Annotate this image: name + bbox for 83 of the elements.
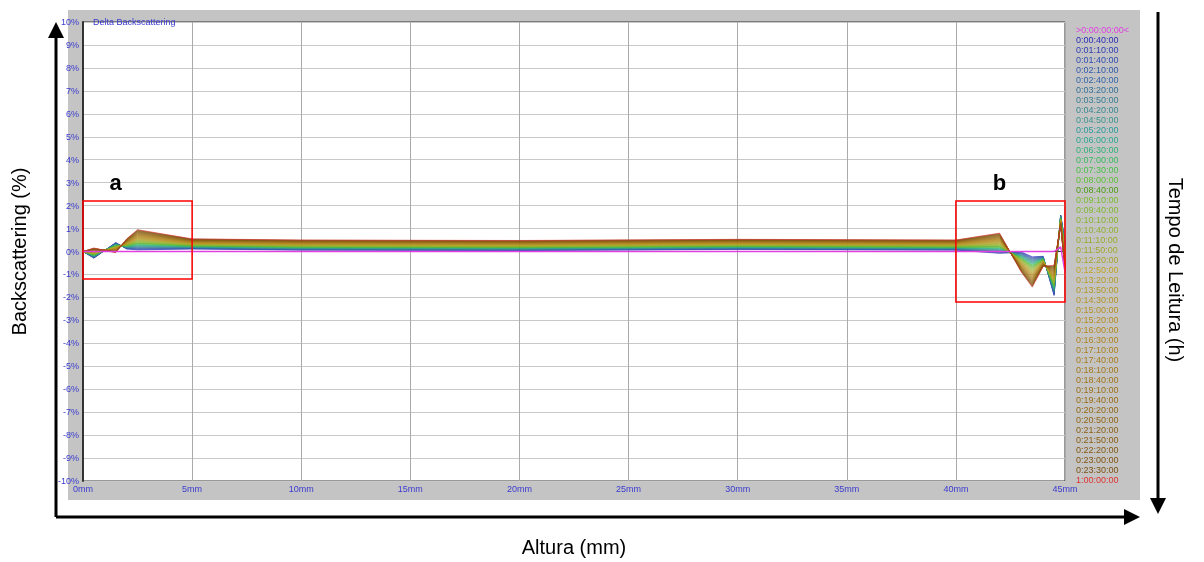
x-axis-title: Altura (mm): [521, 536, 627, 558]
text: 0:06:00:00: [1076, 135, 1119, 145]
series-label: 0:10:40:00: [1076, 225, 1119, 235]
text: 0:13:50:00: [1076, 285, 1119, 295]
x-tick-label: 30mm: [725, 483, 751, 494]
text: 0:04:50:00: [1076, 115, 1119, 125]
text: 0:03:50:00: [1076, 95, 1119, 105]
text: 0:21:50:00: [1076, 435, 1119, 445]
text: 0:01:40:00: [1076, 55, 1119, 65]
annotation: a: [109, 170, 123, 196]
series-label: 0:11:10:00: [1076, 235, 1118, 245]
text: 0:23:30:00: [1076, 465, 1119, 475]
y-tick-label: -2%: [62, 292, 79, 303]
text: 0:08:00:00: [1076, 175, 1119, 185]
y-tick-label: 3%: [65, 177, 79, 188]
y-tick-label: 0%: [65, 246, 79, 257]
x-tick-label: 35mm: [834, 483, 860, 494]
y-tick-label: 7%: [65, 85, 79, 96]
y-tick-label: -7%: [62, 407, 79, 418]
text: 0:19:10:00: [1076, 385, 1119, 395]
x-tick-label: 40mm: [943, 483, 969, 494]
y-tick-label: -9%: [62, 453, 79, 464]
text: 0:00:40:00: [1076, 35, 1119, 45]
text: 0:01:10:00: [1076, 45, 1119, 55]
text: 0:18:40:00: [1076, 375, 1119, 385]
text: 0:15:20:00: [1076, 315, 1119, 325]
text: 0:02:10:00: [1076, 65, 1119, 75]
text: 0:08:40:00: [1076, 185, 1119, 195]
text: 0:07:00:00: [1076, 155, 1119, 165]
text: 0:16:30:00: [1076, 335, 1119, 345]
x-tick-label: 20mm: [506, 483, 532, 494]
x-tick-label: 25mm: [616, 483, 642, 494]
y-axis-title: Backscattering (%): [8, 167, 30, 336]
text: 0:09:10:00: [1076, 195, 1119, 205]
y-tick-label: 8%: [65, 62, 79, 73]
y-tick-label: -10%: [57, 476, 79, 486]
y-tick-label: -3%: [62, 315, 79, 326]
text: >0:00:00:00<: [1076, 25, 1130, 35]
y-tick-label: 9%: [65, 39, 79, 50]
text: 0:17:40:00: [1076, 355, 1119, 365]
text: 0:20:20:00: [1076, 405, 1119, 415]
text: 0:16:00:00: [1076, 325, 1119, 335]
y-tick-label: -8%: [62, 430, 79, 441]
y-tick-label: -5%: [62, 361, 79, 372]
x-tick-label: 10mm: [288, 483, 314, 494]
series-label: 0:10:10:00: [1076, 215, 1119, 225]
series-label: 0:11:50:00: [1076, 245, 1118, 255]
x-tick-label: 0mm: [73, 483, 93, 494]
y-tick-label: 5%: [65, 131, 79, 142]
y-tick-label: 10%: [60, 17, 79, 27]
text: 0:02:40:00: [1076, 75, 1119, 85]
text: 0:03:20:00: [1076, 85, 1119, 95]
legend-title: Tempo de Leitura (h): [1165, 177, 1187, 363]
text: 0:04:20:00: [1076, 105, 1119, 115]
y-tick-label: 2%: [65, 200, 79, 211]
y-tick-label: 4%: [65, 154, 79, 165]
text: 0:23:00:00: [1076, 455, 1119, 465]
text: 0:20:50:00: [1076, 415, 1119, 425]
text: 0:19:40:00: [1076, 395, 1119, 405]
text: 1:00:00:00: [1076, 475, 1119, 485]
text: 0:21:20:00: [1076, 425, 1119, 435]
text: 0:18:10:00: [1076, 365, 1119, 375]
x-tick-label: 15mm: [397, 483, 423, 494]
text: 0:15:00:00: [1076, 305, 1119, 315]
y-tick-label: -4%: [62, 338, 79, 349]
text: 0:07:30:00: [1076, 165, 1119, 175]
y-tick-label: 1%: [65, 223, 79, 234]
x-tick-label: 5mm: [182, 483, 203, 494]
series-label: 0:12:50:00: [1076, 265, 1119, 275]
y-tick-label: 6%: [65, 108, 79, 119]
series-label: 0:12:20:00: [1076, 255, 1119, 265]
text: 0:14:30:00: [1076, 295, 1119, 305]
text: 0:17:10:00: [1076, 345, 1119, 355]
chart-title: Delta Backscattering: [93, 16, 176, 27]
annotation: b: [992, 170, 1007, 196]
series-label: 0:09:40:00: [1076, 205, 1119, 215]
text: 0:05:20:00: [1076, 125, 1119, 135]
text: 0:22:20:00: [1076, 445, 1119, 455]
text: 0:13:20:00: [1076, 275, 1119, 285]
y-tick-label: -1%: [62, 269, 79, 280]
x-tick-label: 45mm: [1052, 483, 1078, 494]
y-tick-label: -6%: [62, 384, 79, 395]
text: 0:06:30:00: [1076, 145, 1119, 155]
